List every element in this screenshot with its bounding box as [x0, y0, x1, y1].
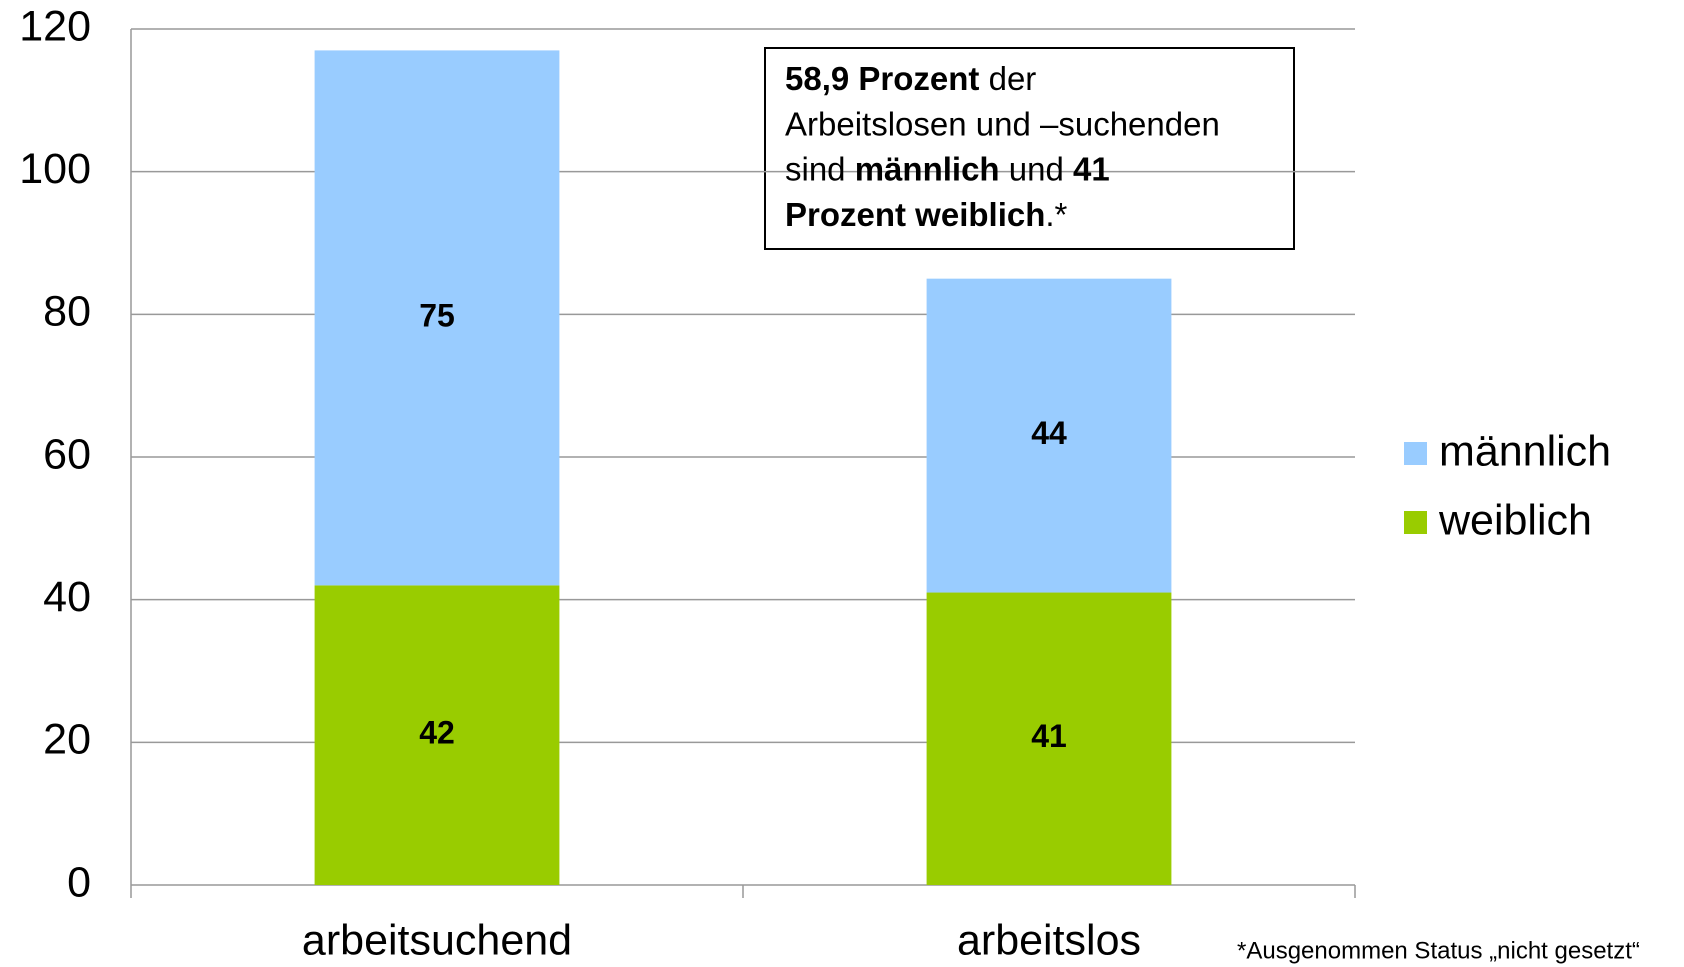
legend-label: weiblich [1438, 496, 1592, 544]
x-tick-label: arbeitslos [957, 916, 1141, 964]
y-tick-label: 80 [43, 288, 91, 336]
data-label: 44 [1031, 415, 1067, 451]
y-tick-label: 100 [19, 145, 91, 193]
bar-segment [926, 278, 1172, 593]
y-tick-label: 60 [43, 430, 91, 478]
legend-swatch [1404, 442, 1427, 465]
bar-segment [314, 50, 560, 586]
y-tick-label: 120 [19, 2, 91, 50]
annotation-box [764, 47, 1295, 250]
annotation-run: 58,9 Prozent [785, 60, 979, 97]
bar-segment [314, 585, 560, 885]
y-tick-label: 40 [43, 573, 91, 621]
annotation-run: sind [785, 150, 855, 187]
data-label: 75 [419, 297, 455, 333]
x-tick-label: arbeitsuchend [302, 916, 572, 964]
y-tick-label: 20 [43, 716, 91, 764]
bar-segment [926, 592, 1172, 885]
annotation-run: .* [1045, 196, 1067, 233]
annotation-run: männlich [855, 150, 1000, 187]
legend-swatch [1404, 511, 1427, 534]
data-label: 42 [419, 715, 455, 751]
annotation-line: Arbeitslosen und –suchenden [785, 105, 1220, 142]
annotation-run: Prozent weiblich [785, 196, 1045, 233]
annotation-run: Arbeitslosen und –suchenden [785, 105, 1220, 142]
annotation-run: der [979, 60, 1036, 97]
annotation-run: und [1000, 150, 1073, 187]
annotation-line: Prozent weiblich.* [785, 196, 1068, 233]
annotation-line: 58,9 Prozent der [785, 60, 1036, 97]
footnote: *Ausgenommen Status „nicht gesetzt“ [1237, 937, 1640, 964]
annotation-run: 41 [1073, 150, 1110, 187]
legend-label: männlich [1439, 427, 1611, 475]
data-label: 41 [1031, 718, 1067, 754]
y-tick-label: 0 [67, 858, 91, 906]
annotation-line: sind männlich und 41 [785, 150, 1110, 187]
